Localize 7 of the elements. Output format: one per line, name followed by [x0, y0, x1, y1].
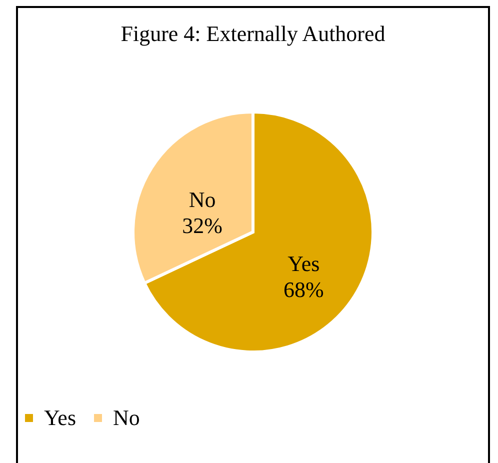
data-label: 32% [182, 212, 223, 238]
slice-label: Yes [288, 251, 320, 276]
chart-title: Figure 4: Externally Authored [120, 21, 386, 46]
legend-label: Yes [44, 405, 76, 430]
data-label: 68% [283, 277, 324, 302]
slice-label: No [188, 186, 216, 212]
legend-label: No [113, 405, 140, 430]
